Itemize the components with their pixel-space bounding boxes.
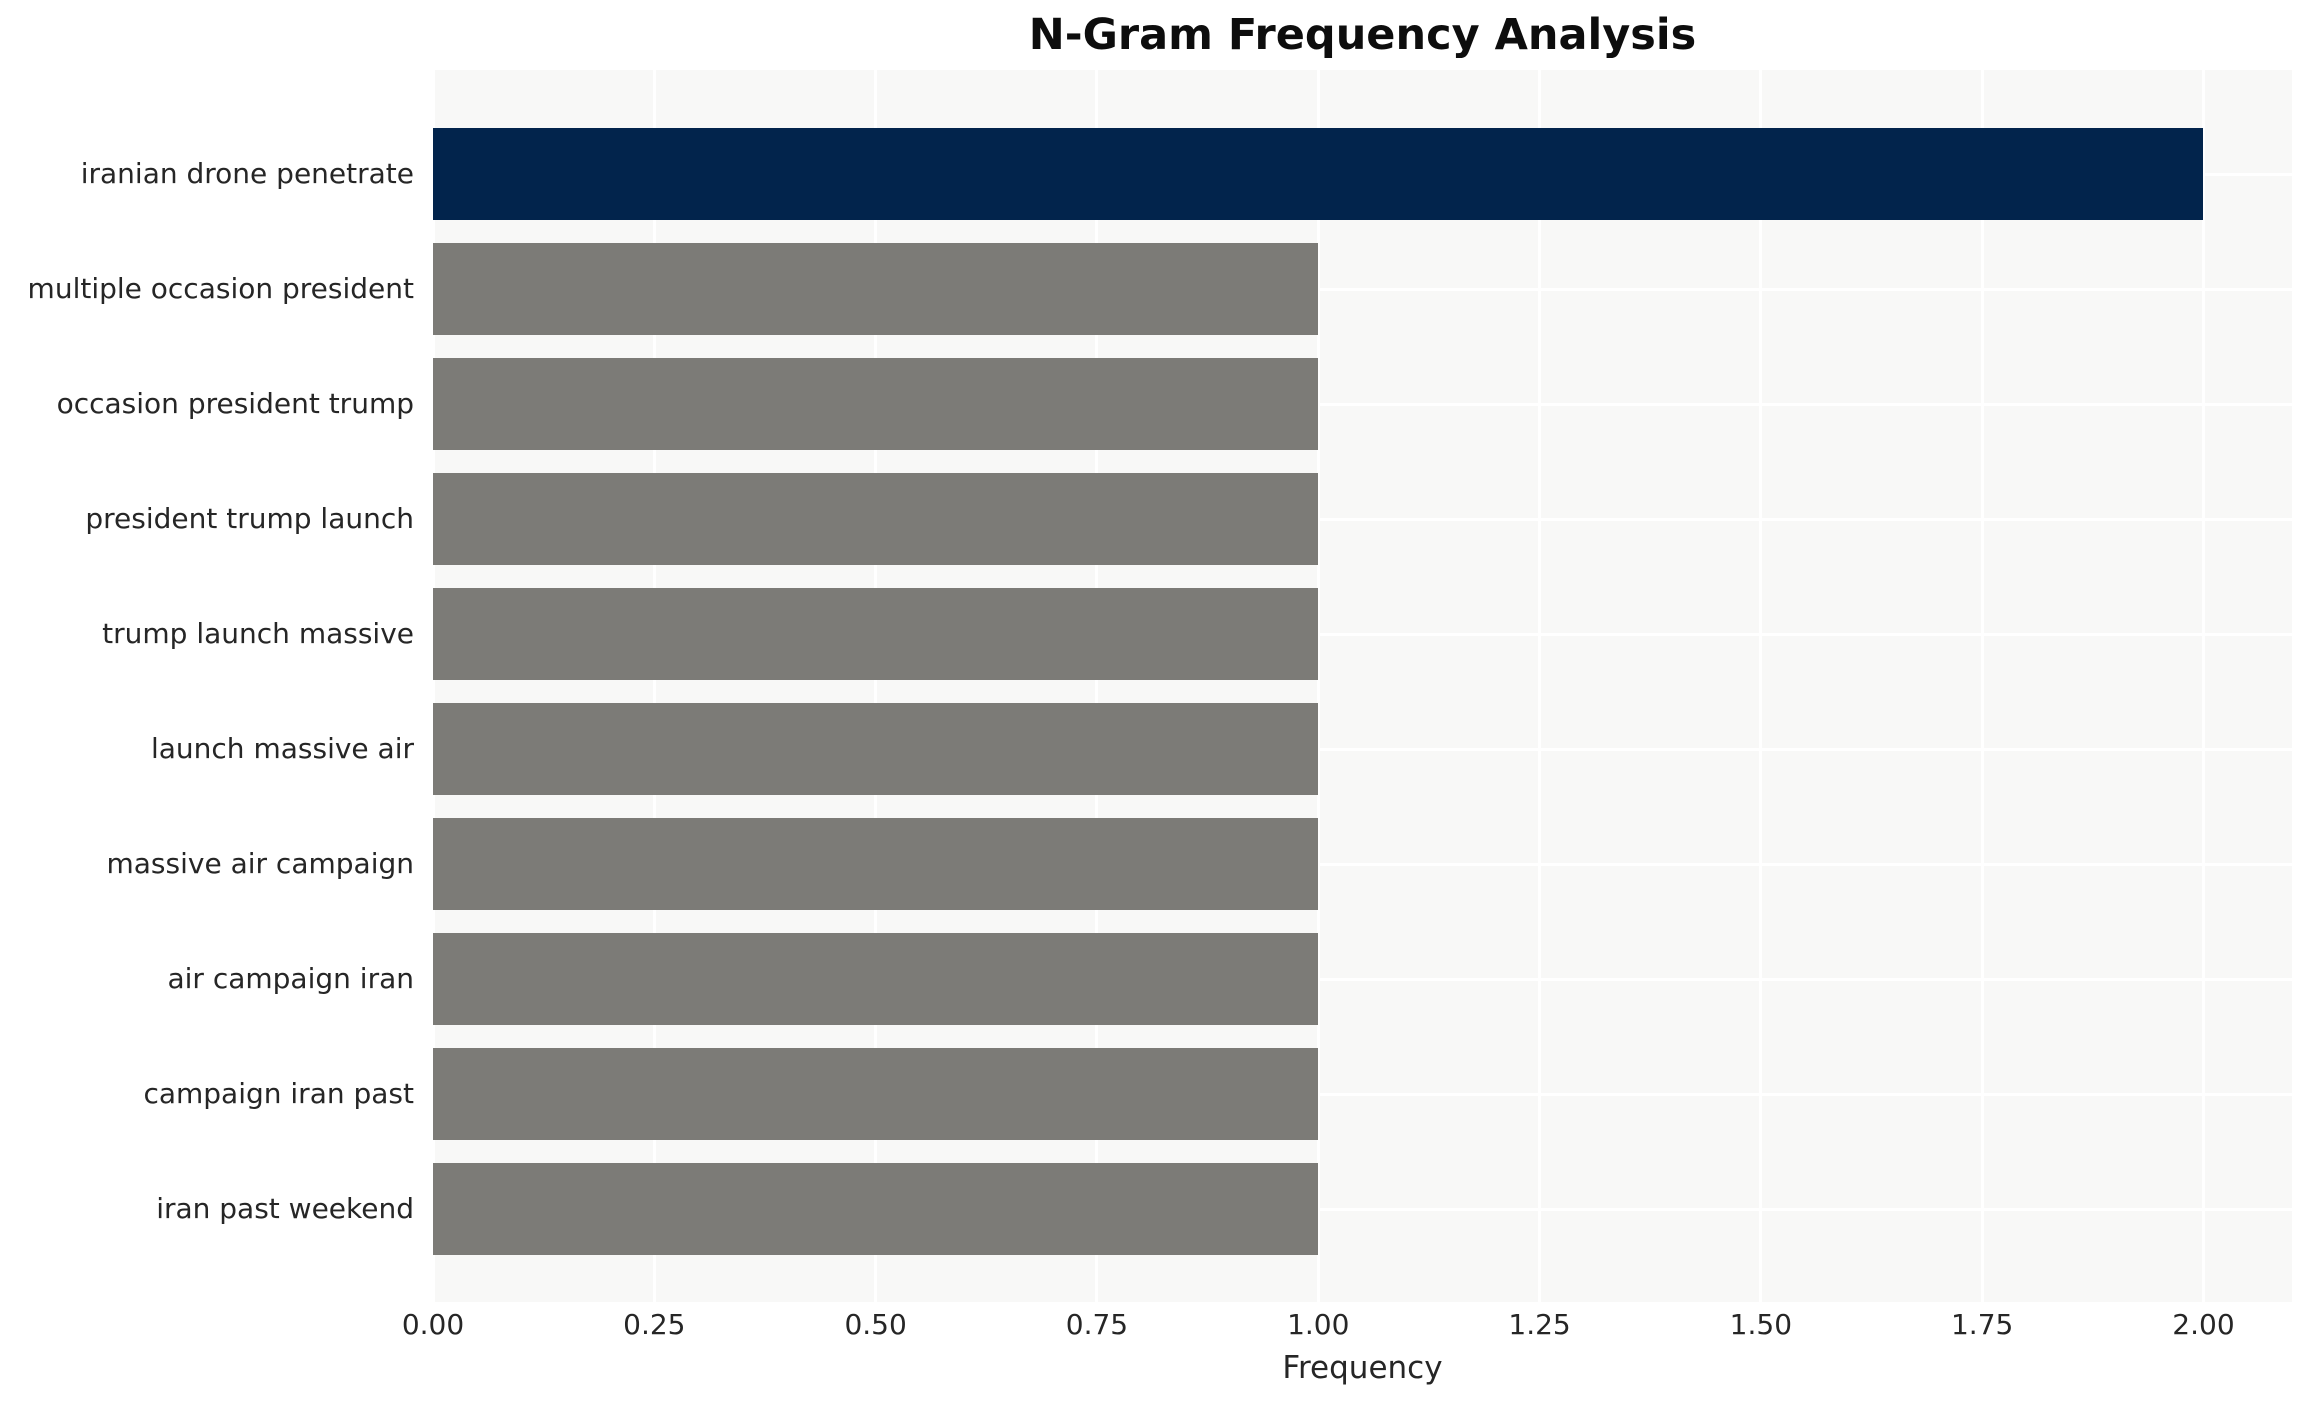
category-label: massive air campaign [106, 847, 415, 880]
bar-multiple-occasion-president [433, 243, 1319, 335]
plot-area [431, 70, 2292, 1302]
x-tick-label: 0.75 [1065, 1308, 1129, 1341]
category-label: launch massive air [150, 732, 414, 765]
category-label: iran past weekend [156, 1192, 414, 1225]
x-tick-label: 0.00 [401, 1308, 465, 1341]
bar-air-campaign-iran [433, 933, 1319, 1025]
gridline-vertical [2201, 70, 2205, 1302]
category-label: air campaign iran [167, 962, 414, 995]
gridline-horizontal [433, 287, 2292, 291]
x-axis-title: Frequency [1282, 1350, 1443, 1386]
bar-iran-past-weekend [433, 1163, 1319, 1255]
gridline-horizontal [433, 517, 2292, 521]
category-label: multiple occasion president [27, 272, 414, 305]
gridline-horizontal [433, 1207, 2292, 1211]
x-tick-label: 0.25 [623, 1308, 686, 1341]
gridline-vertical [431, 70, 435, 1302]
chart-title: N-Gram Frequency Analysis [1028, 10, 1697, 60]
x-tick-label: 1.75 [1950, 1308, 2014, 1341]
category-label: trump launch massive [102, 617, 414, 650]
category-label: occasion president trump [56, 387, 414, 420]
x-tick-label: 2.00 [2172, 1308, 2235, 1341]
gridline-vertical [1095, 70, 1099, 1302]
category-label: president trump launch [85, 502, 414, 535]
category-label: iranian drone penetrate [80, 157, 414, 190]
category-label: campaign iran past [143, 1077, 414, 1110]
gridline-vertical [652, 70, 656, 1302]
gridline-vertical [874, 70, 878, 1302]
gridline-horizontal [433, 862, 2292, 866]
bar-iranian-drone-penetrate [433, 128, 2204, 220]
bar-president-trump-launch [433, 473, 1319, 565]
gridline-vertical [1759, 70, 1763, 1302]
gridline-vertical [1980, 70, 1984, 1302]
bar-massive-air-campaign [433, 818, 1319, 910]
x-tick-label: 0.50 [844, 1308, 907, 1341]
bar-launch-massive-air [433, 703, 1319, 795]
gridline-horizontal [433, 402, 2292, 406]
gridline-horizontal [433, 977, 2292, 981]
gridline-horizontal [433, 1092, 2292, 1096]
x-tick-label: 1.00 [1287, 1308, 1350, 1341]
bar-occasion-president-trump [433, 358, 1319, 450]
x-tick-label: 1.25 [1508, 1308, 1571, 1341]
bar-campaign-iran-past [433, 1048, 1319, 1140]
gridline-horizontal [433, 747, 2292, 751]
gridline-vertical [1316, 70, 1320, 1302]
gridline-horizontal [433, 632, 2292, 636]
gridline-vertical [1538, 70, 1542, 1302]
bar-trump-launch-massive [433, 588, 1319, 680]
x-tick-label: 1.50 [1729, 1308, 1793, 1341]
